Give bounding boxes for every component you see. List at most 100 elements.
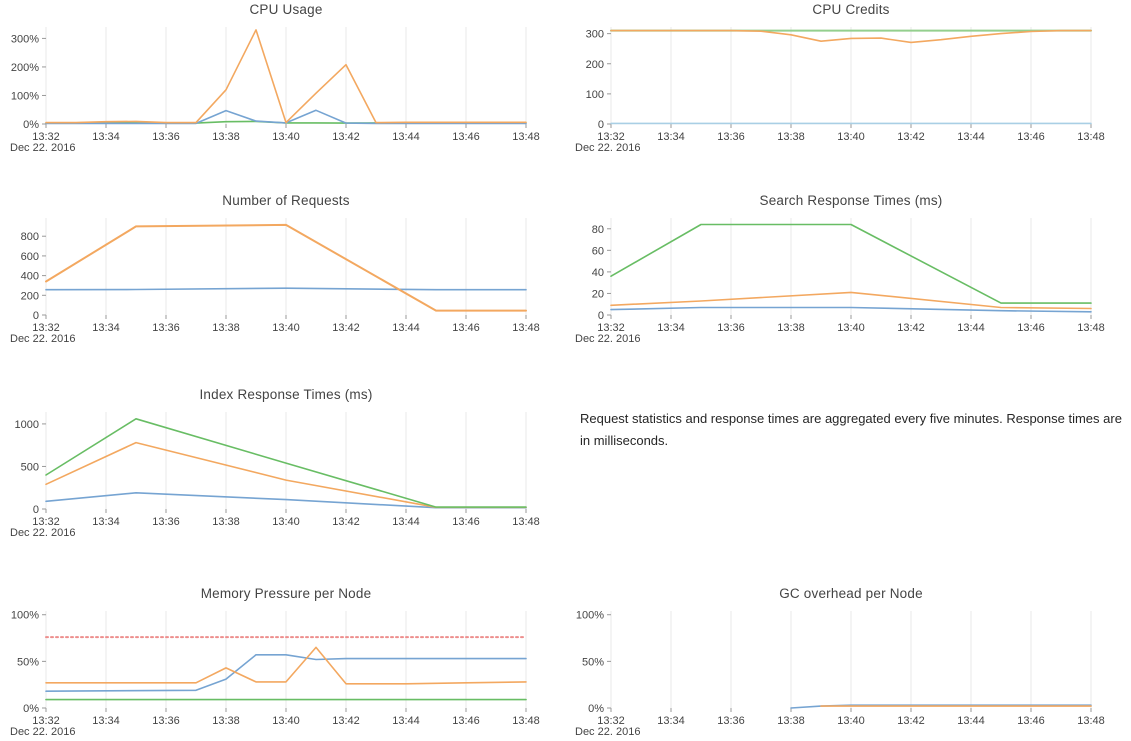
svg-text:100: 100	[586, 89, 604, 101]
chart-title-index-response-times: Index Response Times (ms)	[199, 387, 373, 402]
svg-text:13:44: 13:44	[392, 131, 420, 143]
svg-text:13:38: 13:38	[777, 131, 805, 143]
chart-title-memory-pressure-per-node: Memory Pressure per Node	[200, 586, 372, 601]
svg-text:0: 0	[598, 119, 604, 131]
svg-text:Dec 22. 2016: Dec 22. 2016	[10, 333, 75, 345]
svg-text:13:46: 13:46	[1017, 322, 1045, 334]
chart-title-gc-overhead-per-node: GC overhead per Node	[779, 586, 923, 601]
svg-text:400: 400	[21, 271, 39, 283]
svg-text:100%: 100%	[11, 610, 39, 622]
svg-text:20: 20	[592, 288, 604, 300]
svg-text:13:36: 13:36	[717, 715, 745, 727]
svg-text:13:40: 13:40	[837, 131, 865, 143]
svg-text:13:36: 13:36	[152, 131, 180, 143]
svg-text:50%: 50%	[17, 656, 39, 668]
svg-text:13:32: 13:32	[32, 322, 60, 334]
svg-text:13:36: 13:36	[152, 715, 180, 727]
svg-text:13:38: 13:38	[212, 516, 240, 528]
chart-title-number-of-requests: Number of Requests	[222, 193, 350, 208]
svg-text:13:38: 13:38	[777, 715, 805, 727]
search-response-times-plot: 13:32 13:34 13:36 13:38 13:40 13:42 13:44 13:46…	[575, 218, 1105, 345]
svg-text:13:36: 13:36	[152, 322, 180, 334]
svg-text:13:34: 13:34	[92, 516, 120, 528]
svg-text:13:34: 13:34	[92, 322, 120, 334]
svg-text:13:44: 13:44	[957, 322, 985, 334]
svg-text:13:46: 13:46	[452, 516, 480, 528]
svg-text:13:44: 13:44	[957, 715, 985, 727]
svg-text:13:48: 13:48	[512, 516, 540, 528]
svg-text:13:46: 13:46	[452, 322, 480, 334]
svg-text:13:42: 13:42	[332, 516, 360, 528]
svg-text:13:36: 13:36	[717, 131, 745, 143]
svg-text:13:48: 13:48	[1077, 322, 1105, 334]
chart-title-cpu-usage: CPU Usage	[249, 2, 323, 17]
svg-text:13:42: 13:42	[897, 131, 925, 143]
svg-text:13:46: 13:46	[452, 715, 480, 727]
svg-text:13:34: 13:34	[92, 715, 120, 727]
memory-pressure-plot: 13:32 13:34 13:36 13:38 13:40 13:42 13:44 13:46…	[10, 610, 540, 738]
svg-text:13:32: 13:32	[32, 516, 60, 528]
svg-text:100%: 100%	[11, 90, 39, 102]
svg-text:13:48: 13:48	[1077, 715, 1105, 727]
svg-text:13:48: 13:48	[512, 715, 540, 727]
svg-text:13:42: 13:42	[332, 131, 360, 143]
svg-text:13:46: 13:46	[452, 131, 480, 143]
svg-text:800: 800	[21, 231, 39, 243]
svg-text:80: 80	[592, 224, 604, 236]
svg-text:60: 60	[592, 245, 604, 257]
svg-text:13:32: 13:32	[32, 131, 60, 143]
svg-text:13:36: 13:36	[717, 322, 745, 334]
svg-text:13:48: 13:48	[1077, 131, 1105, 143]
svg-text:13:44: 13:44	[392, 322, 420, 334]
svg-text:13:34: 13:34	[657, 715, 685, 727]
svg-text:13:32: 13:32	[597, 131, 625, 143]
svg-text:13:44: 13:44	[957, 131, 985, 143]
svg-text:1000: 1000	[15, 419, 39, 431]
chart-title-cpu-credits: CPU Credits	[812, 2, 890, 17]
svg-text:13:38: 13:38	[212, 322, 240, 334]
svg-text:50%: 50%	[582, 656, 604, 668]
svg-text:40: 40	[592, 267, 604, 279]
svg-text:13:36: 13:36	[152, 516, 180, 528]
chart-memory-pressure-per-node: Memory Pressure per Node 13:32 13:34 13:36…	[0, 584, 565, 741]
svg-text:13:32: 13:32	[597, 322, 625, 334]
index-response-times-plot: 13:32 13:34 13:36 13:38 13:40 13:42 13:44 13:46…	[10, 412, 540, 539]
svg-text:13:40: 13:40	[272, 516, 300, 528]
svg-text:13:42: 13:42	[332, 715, 360, 727]
svg-text:13:42: 13:42	[897, 322, 925, 334]
gc-overhead-plot: 13:32 13:34 13:36 13:38 13:40 13:42 13:44 13:46…	[575, 610, 1105, 738]
svg-text:13:40: 13:40	[272, 322, 300, 334]
svg-text:13:38: 13:38	[777, 322, 805, 334]
svg-text:Dec 22. 2016: Dec 22. 2016	[10, 726, 75, 738]
aggregation-note: Request statistics and response times ar…	[580, 411, 1122, 448]
number-of-requests-plot: 13:32 13:34 13:36 13:38 13:40 13:42 13:44 13:46…	[10, 218, 540, 345]
svg-text:13:42: 13:42	[332, 322, 360, 334]
svg-text:0: 0	[598, 310, 604, 322]
svg-text:13:48: 13:48	[512, 322, 540, 334]
svg-text:0: 0	[33, 310, 39, 322]
svg-text:13:34: 13:34	[92, 131, 120, 143]
svg-text:200: 200	[586, 59, 604, 71]
svg-text:300%: 300%	[11, 33, 39, 45]
svg-text:Dec 22. 2016: Dec 22. 2016	[10, 527, 75, 539]
svg-text:13:48: 13:48	[512, 131, 540, 143]
svg-text:13:34: 13:34	[657, 322, 685, 334]
svg-text:100%: 100%	[576, 610, 604, 622]
svg-text:0%: 0%	[23, 119, 39, 131]
cpu-credits-plot: 13:32 13:34 13:36 13:38 13:40 13:42 13:44 13:46…	[575, 27, 1105, 154]
svg-text:13:40: 13:40	[272, 131, 300, 143]
svg-text:13:46: 13:46	[1017, 715, 1045, 727]
svg-text:600: 600	[21, 251, 39, 263]
chart-index-response-times: Index Response Times (ms) 13:32 13:34 13:3…	[0, 385, 565, 549]
chart-title-search-response-times: Search Response Times (ms)	[759, 193, 943, 208]
svg-text:500: 500	[21, 461, 39, 473]
chart-gc-overhead-per-node: GC overhead per Node 13:32 13:34 13:36 13:3…	[565, 584, 1130, 741]
svg-text:13:38: 13:38	[212, 131, 240, 143]
svg-text:Dec 22. 2016: Dec 22. 2016	[575, 142, 640, 154]
svg-text:0%: 0%	[23, 703, 39, 715]
svg-text:13:44: 13:44	[392, 516, 420, 528]
svg-text:200%: 200%	[11, 62, 39, 74]
svg-text:13:32: 13:32	[32, 715, 60, 727]
svg-text:13:46: 13:46	[1017, 131, 1045, 143]
